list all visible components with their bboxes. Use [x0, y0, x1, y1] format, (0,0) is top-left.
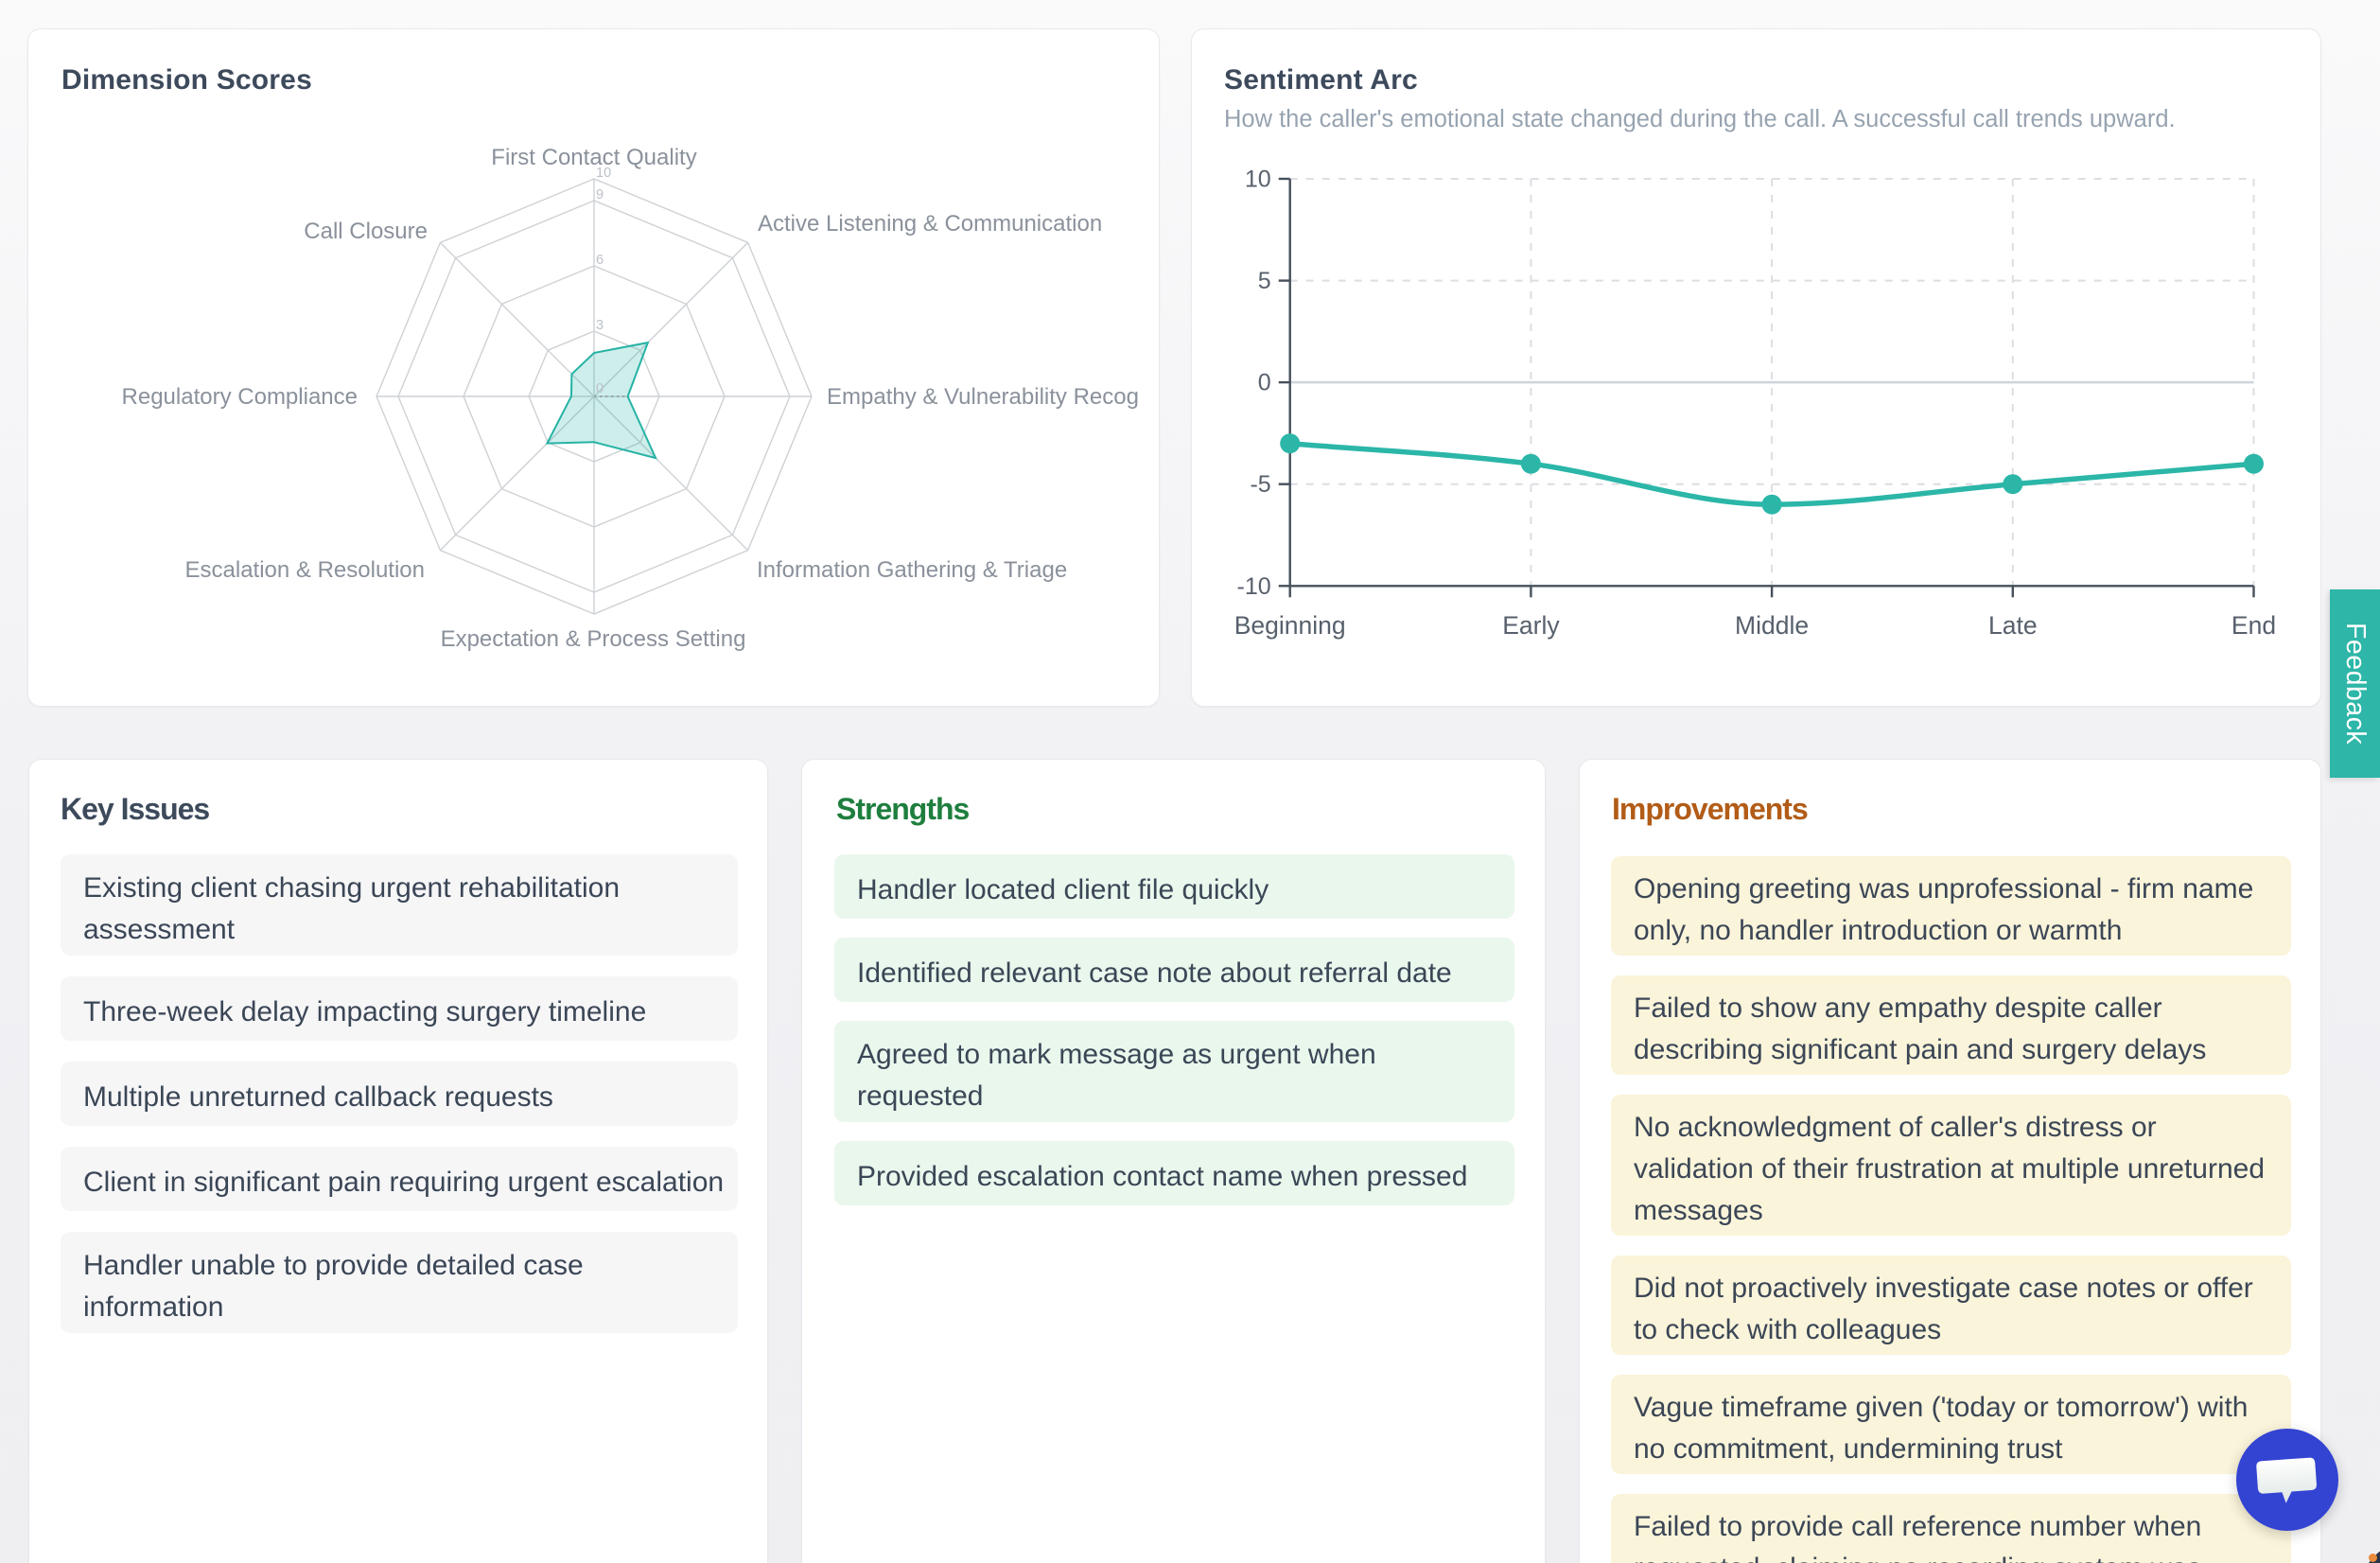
svg-text:Expectation & Process Setting: Expectation & Process Setting — [441, 626, 746, 652]
svg-text:0: 0 — [1258, 370, 1271, 396]
svg-text:First Contact Quality: First Contact Quality — [491, 145, 696, 170]
svg-text:-5: -5 — [1250, 471, 1270, 498]
svg-text:Beginning: Beginning — [1234, 611, 1346, 640]
svg-text:9: 9 — [596, 187, 604, 202]
svg-text:End: End — [2231, 611, 2276, 640]
svg-text:Regulatory Compliance: Regulatory Compliance — [122, 384, 358, 410]
svg-text:Empathy & Vulnerability Recog: Empathy & Vulnerability Recog — [827, 384, 1139, 410]
svg-text:Information Gathering & Triage: Information Gathering & Triage — [757, 557, 1067, 583]
svg-text:6: 6 — [596, 253, 604, 268]
svg-text:10: 10 — [596, 166, 611, 181]
svg-text:Late: Late — [1988, 611, 2038, 640]
svg-text:Escalation & Resolution: Escalation & Resolution — [185, 557, 425, 583]
svg-text:Early: Early — [1502, 611, 1560, 640]
svg-text:-10: -10 — [1237, 573, 1271, 600]
svg-text:Call Closure: Call Closure — [304, 219, 428, 244]
svg-text:0: 0 — [596, 381, 604, 396]
svg-text:Active Listening & Communicati: Active Listening & Communication — [758, 211, 1102, 237]
svg-text:10: 10 — [1245, 167, 1271, 193]
svg-text:Middle: Middle — [1735, 611, 1809, 640]
svg-text:3: 3 — [596, 318, 604, 333]
svg-text:5: 5 — [1258, 268, 1271, 294]
